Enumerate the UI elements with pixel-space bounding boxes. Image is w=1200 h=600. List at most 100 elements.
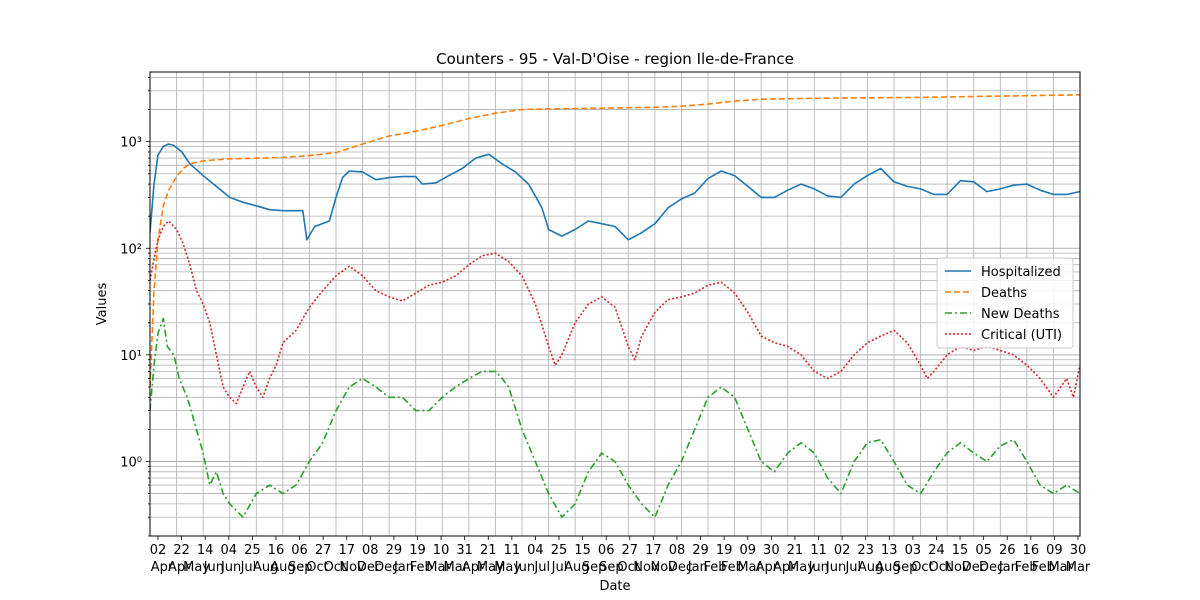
y-axis-label: Values <box>95 283 110 326</box>
x-tick-month-label: Feb <box>704 560 727 575</box>
x-tick-month-label: Feb <box>721 560 744 575</box>
x-tick-month-label: Dec <box>979 560 1004 575</box>
series-line-new-deaths <box>150 317 1080 519</box>
series-layer <box>150 94 1080 519</box>
x-tick-day-label: 02 <box>150 543 167 558</box>
x-tick-day-label: 23 <box>857 543 874 558</box>
x-tick-month-label: Nov <box>944 560 970 575</box>
legend-label: Critical (UTI) <box>981 328 1062 343</box>
x-tick-day-label: 09 <box>1046 543 1063 558</box>
x-tick-day-label: 16 <box>268 543 285 558</box>
x-tick-day-label: 29 <box>692 543 709 558</box>
x-tick-month-label: Oct <box>928 560 950 575</box>
x-tick-month-label: Dec <box>357 560 382 575</box>
x-tick-month-label: Mar <box>444 560 469 575</box>
x-tick-day-label: 25 <box>244 543 261 558</box>
x-tick-month-label: May <box>183 560 210 575</box>
x-tick-day-label: 21 <box>787 543 804 558</box>
x-tick-month-label: Sep <box>582 560 607 575</box>
x-tick-month-label: Mar <box>1066 560 1091 575</box>
x-tick-day-label: 24 <box>928 543 945 558</box>
x-tick-month-label: Feb <box>1032 560 1055 575</box>
x-tick-day-label: 02 <box>834 543 851 558</box>
x-tick-month-label: Sep <box>599 560 624 575</box>
x-tick-day-label: 15 <box>574 543 591 558</box>
x-tick-day-label: 17 <box>645 543 662 558</box>
x-tick-month-label: Jul <box>844 560 861 575</box>
x-tick-day-label: 09 <box>739 543 756 558</box>
x-tick-day-label: 04 <box>220 543 237 558</box>
x-tick-month-label: Sep <box>288 560 313 575</box>
x-tick-month-label: Oct <box>911 560 933 575</box>
y-tick-label: 10³ <box>120 136 142 151</box>
x-tick-month-label: Sep <box>893 560 918 575</box>
x-tick-month-label: Jun <box>203 560 224 575</box>
x-tick-month-label: Feb <box>410 560 433 575</box>
x-tick-day-label: 05 <box>975 543 992 558</box>
x-tick-month-label: Dec <box>668 560 693 575</box>
y-tick-label: 10⁰ <box>120 455 142 470</box>
x-tick-month-label: Oct <box>324 560 346 575</box>
series-line-hospitalized <box>150 143 1080 241</box>
x-tick-day-label: 08 <box>362 543 379 558</box>
x-tick-month-label: Jun <box>220 560 241 575</box>
x-tick-month-label: May <box>494 560 521 575</box>
x-tick-day-label: 17 <box>338 543 355 558</box>
x-tick-day-label: 29 <box>386 543 403 558</box>
x-tick-day-label: 06 <box>291 543 308 558</box>
chart-title: Counters - 95 - Val-D'Oise - region Ile-… <box>436 50 794 68</box>
y-axis: 10⁰ 10¹ 10² 10³ <box>120 77 150 537</box>
x-tick-day-label: 03 <box>905 543 922 558</box>
x-tick-month-label: Apr <box>168 560 191 575</box>
x-tick-month-label: Apr <box>756 560 779 575</box>
x-tick-day-label: 27 <box>315 543 332 558</box>
x-tick-month-label: Oct <box>617 560 639 575</box>
x-tick-month-label: Jun <box>514 560 535 575</box>
x-tick-month-label: Mar <box>426 560 451 575</box>
x-tick-day-label: 16 <box>1023 543 1040 558</box>
legend-label: Hospitalized <box>981 265 1061 280</box>
x-tick-day-label: 15 <box>952 543 969 558</box>
x-tick-month-label: Aug <box>270 560 295 575</box>
x-axis-label: Date <box>599 579 630 594</box>
x-tick-month-label: Jun <box>825 560 846 575</box>
x-tick-month-label: Nov <box>651 560 677 575</box>
x-tick-day-label: 26 <box>999 543 1016 558</box>
x-tick-month-label: Jan <box>687 560 708 575</box>
x-tick-day-label: 13 <box>881 543 898 558</box>
series-line-critical-uti <box>150 220 1080 405</box>
legend-label: Deaths <box>981 286 1027 301</box>
x-tick-month-label: May <box>788 560 815 575</box>
x-tick-day-label: 27 <box>622 543 639 558</box>
x-tick-month-label: Nov <box>339 560 365 575</box>
x-tick-month-label: Dec <box>374 560 399 575</box>
x-tick-month-label: Oct <box>306 560 328 575</box>
x-tick-month-label: Aug <box>875 560 900 575</box>
x-tick-day-label: 06 <box>598 543 615 558</box>
x-tick-month-label: May <box>477 560 504 575</box>
legend-label: New Deaths <box>981 307 1060 322</box>
series-line-deaths <box>150 94 1080 388</box>
legend: Hospitalized Deaths New Deaths Critical (UT… <box>936 257 1074 349</box>
x-tick-day-label: 11 <box>810 543 827 558</box>
x-tick-day-label: 30 <box>763 543 780 558</box>
x-tick-month-label: Aug <box>858 560 883 575</box>
x-tick-month-label: Mar <box>737 560 762 575</box>
x-tick-month-label: Apr <box>151 560 174 575</box>
x-tick-month-label: Jan <box>393 560 414 575</box>
x-tick-day-label: 25 <box>551 543 568 558</box>
x-tick-month-label: Feb <box>1015 560 1038 575</box>
x-tick-month-label: Apr <box>773 560 796 575</box>
x-tick-month-label: Apr <box>462 560 485 575</box>
x-tick-day-label: 04 <box>527 543 544 558</box>
x-tick-month-label: Aug <box>253 560 278 575</box>
x-tick-month-label: Jul <box>551 560 568 575</box>
x-tick-day-label: 08 <box>669 543 686 558</box>
x-tick-day-label: 30 <box>1070 543 1087 558</box>
legend-box <box>936 257 1074 349</box>
x-tick-day-label: 19 <box>716 543 733 558</box>
y-tick-label: 10² <box>120 242 142 257</box>
x-tick-day-label: 22 <box>173 543 190 558</box>
x-tick-day-label: 10 <box>433 543 450 558</box>
